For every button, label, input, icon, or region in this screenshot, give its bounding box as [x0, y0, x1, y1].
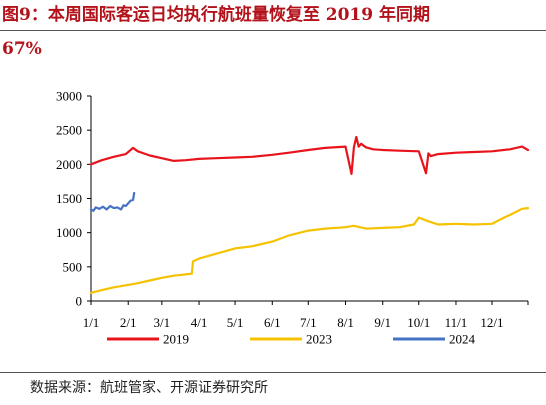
- x-tick-label: 9/1: [374, 315, 391, 330]
- source-note: 数据来源：航班管家、开源证券研究所: [30, 380, 268, 396]
- x-tick-label: 12/1: [480, 315, 503, 330]
- x-tick-label: 2/1: [120, 315, 137, 330]
- x-tick-label: 10/1: [407, 315, 430, 330]
- x-tick-label: 4/1: [191, 315, 208, 330]
- chart-title-line-1: 图9：本周国际客运日均执行航班量恢复至 2019 年同期: [2, 5, 430, 25]
- legend-label-2023: 2023: [306, 332, 332, 347]
- y-tick-label: 1000: [56, 225, 82, 240]
- y-tick-label: 500: [63, 259, 83, 274]
- chart-axes: 0 500 1000 1500 2000 2500 3000 1/1 2/1 3/1 4/1 5/1 6…: [56, 89, 529, 330]
- line-chart: 0 500 1000 1500 2000 2500 3000 1/1 2/1 3/1 4/1 5/1 6…: [56, 89, 530, 347]
- source-divider: [0, 372, 546, 373]
- legend-label-2024: 2024: [449, 332, 476, 347]
- series-line-2024: [89, 191, 136, 212]
- series-line-2019: [89, 135, 530, 175]
- x-tick-label: 5/1: [227, 315, 244, 330]
- chart-legend: 2019 2023 2024: [107, 332, 476, 347]
- chart-series: [89, 135, 530, 294]
- title-divider-top: [0, 30, 546, 31]
- y-tick-label: 0: [76, 294, 83, 309]
- y-tick-label: 3000: [56, 89, 82, 104]
- x-tick-label: 6/1: [264, 315, 281, 330]
- chart-title-line-2: 67%: [2, 39, 42, 59]
- x-tick-label: 11/1: [445, 315, 468, 330]
- x-tick-label: 8/1: [337, 315, 354, 330]
- x-tick-label: 3/1: [154, 315, 171, 330]
- y-tick-label: 2500: [56, 123, 82, 138]
- y-tick-label: 1500: [56, 191, 82, 206]
- series-line-2023: [89, 207, 530, 294]
- legend-label-2019: 2019: [163, 332, 189, 347]
- y-tick-label: 2000: [56, 157, 82, 172]
- x-tick-label: 1/1: [83, 315, 100, 330]
- x-tick-label: 7/1: [300, 315, 317, 330]
